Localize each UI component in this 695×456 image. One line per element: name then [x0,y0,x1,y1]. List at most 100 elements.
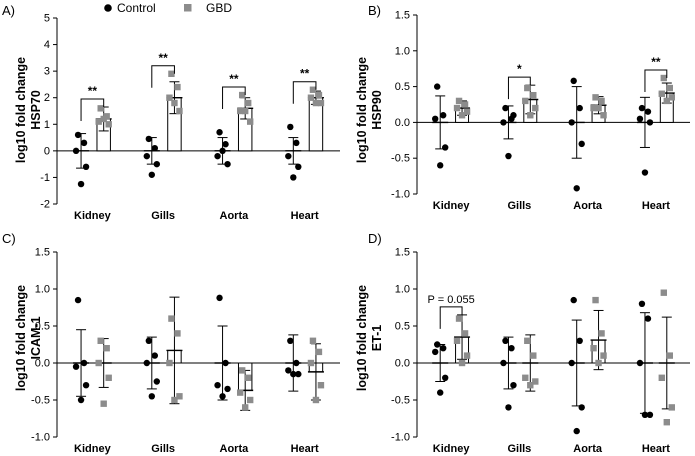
control-point [638,104,646,112]
gbd-point [598,97,605,105]
y-tick-label: -1.0 [391,432,410,444]
gbd-point [524,84,531,92]
y-tick-label: 0.5 [35,321,50,333]
svg-text:ICAM-1: ICAM-1 [29,316,43,359]
y-tick-label: 4 [44,39,50,51]
control-point [151,145,159,152]
control-point [568,359,575,367]
gbd-point [171,396,178,404]
y-tick-label: 0 [44,145,50,157]
category-label: Gills [507,200,531,212]
significance-bracket [292,81,317,104]
control-point [510,112,517,119]
y-tick-label: 1.5 [395,10,410,22]
significance-bracket [644,69,668,93]
control-point [437,162,444,169]
gbd-point [666,352,673,359]
gbd-point [660,289,667,296]
gbd-point [590,104,597,112]
control-point [80,359,88,367]
gbd-point [660,74,667,82]
control-point [578,140,585,148]
gbd-point [97,337,104,344]
gbd-point [666,84,673,92]
y-tick-label: 1.0 [35,284,50,296]
y-tick-label: 1.5 [395,247,410,259]
control-point [573,185,580,192]
y-tick-label: -2 [40,199,50,211]
gbd-point [241,107,249,115]
significance-label: P = 0.055 [428,294,475,306]
y-tick-label: 0.0 [35,358,50,370]
gbd-point [527,112,534,119]
control-point [72,363,80,370]
control-point [74,131,82,139]
control-point [502,337,509,344]
gbd-point [309,86,317,93]
control-point [440,345,447,352]
gbd-point [238,367,246,374]
panel-b-label: B) [368,3,381,18]
gbd-point [668,404,675,411]
gbd-point [658,374,665,381]
significance-bracket [80,98,105,122]
gbd-point [458,112,466,119]
gbd-point [312,99,320,107]
significance-bracket [222,86,246,110]
control-point [432,348,439,356]
control-point [214,382,221,389]
gbd-point [168,315,175,322]
gbd-point [236,389,244,396]
gbd-point [317,99,325,107]
gbd-point [97,105,104,112]
control-point [570,77,577,85]
gbd-point [176,393,183,400]
y-tick-label: -1 [40,172,50,184]
gbd-point [453,337,461,344]
control-point [290,370,297,378]
category-label: Heart [642,443,670,455]
panel-a-label: A) [2,3,15,18]
gbd-point [246,118,254,125]
y-tick-label: -1.0 [31,432,50,444]
category-label: Kidney [433,443,471,455]
control-point [505,152,512,160]
control-point [434,341,441,348]
panel-a-ylabel: log10 fold change HSP70 [14,57,43,163]
gbd-point [100,115,107,123]
control-point [145,135,153,143]
gbd-point [315,348,323,356]
category-label: Heart [291,210,319,222]
panel-d-plot: -1.0 -0.5 0.0 0.5 1.0 1.5 Kidney P = 0.055 Gills… [391,247,690,455]
category-label: Aorta [220,443,250,455]
control-point [576,104,583,112]
gbd-point [307,359,315,367]
control-point [510,382,517,389]
control-point [151,352,159,359]
gbd-point [600,112,607,119]
control-point [505,404,512,411]
control-point [224,160,231,168]
control-point [578,404,585,411]
control-point [82,382,90,389]
category-label: Kidney [74,210,112,222]
svg-text:HSP70: HSP70 [29,90,43,130]
gbd-point [522,97,529,105]
gbd-point [238,91,246,99]
control-point [638,300,646,307]
control-point [568,119,575,126]
control-point [641,169,649,176]
legend: Control GBD [104,1,232,15]
gbd-point [309,337,317,344]
control-point [219,147,226,155]
svg-text:log10 fold change: log10 fold change [355,285,369,391]
control-point [222,141,229,148]
y-tick-label: -0.5 [391,395,410,407]
control-point [290,174,297,181]
gbd-point [595,359,602,367]
control-point [500,359,507,367]
gbd-point [595,104,602,112]
category-label: Aorta [220,210,250,222]
control-point [500,119,507,126]
